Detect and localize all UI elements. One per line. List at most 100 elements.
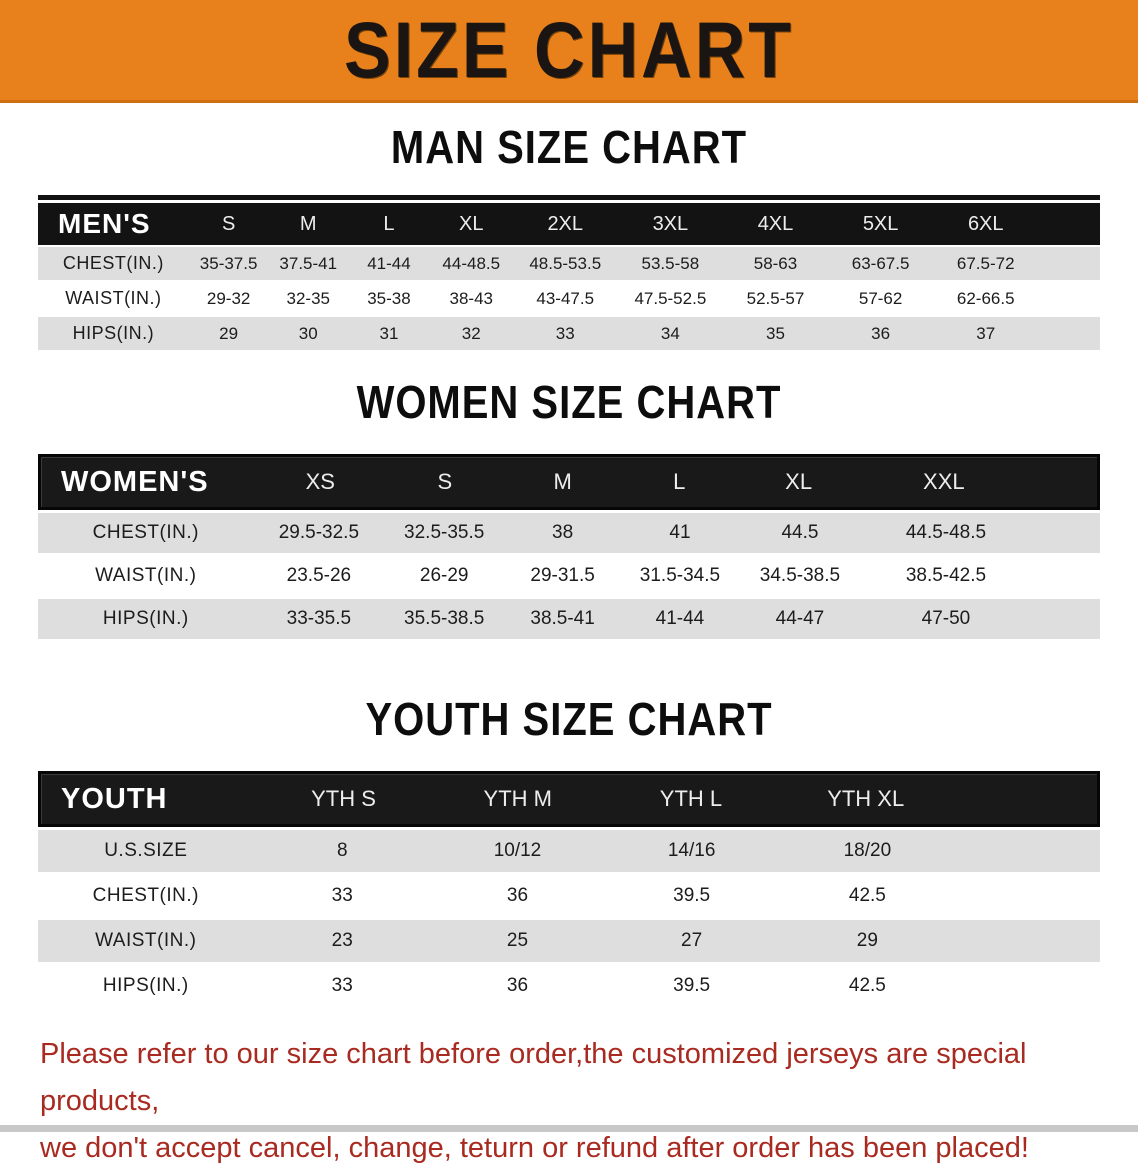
data-cell: 31.5-34.5 [639, 565, 721, 586]
size-column-header: S [221, 212, 236, 235]
data-cell: 29.5-32.5 [278, 522, 360, 543]
data-cell: 23.5-26 [286, 565, 352, 586]
table-header-label: MEN'S [58, 208, 151, 239]
data-cell: 10/12 [493, 840, 542, 861]
bottom-edge-strip [0, 1125, 1138, 1132]
youth-size-chart-heading-text: YOUTH SIZE CHART [365, 694, 773, 746]
size-column-header: XL [459, 212, 484, 235]
data-cell: 38.5-41 [530, 608, 595, 629]
data-cell: 42.5 [848, 975, 886, 996]
women-size-table: WOMEN'S XS S M L XL XXL CHEST(IN.) 29.5-32.5 32.5… [38, 454, 1100, 639]
size-column-header: XL [785, 469, 813, 494]
table-row: WAIST(IN.) 29-32 32-35 35-38 38-43 43-47.5 47.… [38, 282, 1100, 315]
data-cell: 41-44 [367, 253, 411, 273]
youth-size-table: YOUTH YTH S YTH M YTH L YTH XL U.S.SIZE 8 10/12… [38, 771, 1100, 1007]
size-column-header: 4XL [757, 212, 794, 235]
data-cell: 18/20 [843, 840, 892, 861]
data-cell: 33-35.5 [286, 608, 352, 629]
man-size-chart-heading-text: MAN SIZE CHART [390, 122, 748, 174]
data-cell: 37.5-41 [279, 253, 338, 273]
table-header-row: YOUTH YTH S YTH M YTH L YTH XL [38, 771, 1100, 827]
size-column-header: 6XL [967, 212, 1004, 235]
data-cell: 44-48.5 [442, 253, 501, 273]
table-row: WAIST(IN.) 23 25 27 29 [38, 920, 1100, 962]
data-cell: 67.5-72 [956, 253, 1015, 273]
table-row: CHEST(IN.) 29.5-32.5 32.5-35.5 38 41 44.5 44.5… [38, 513, 1100, 553]
table-row: WAIST(IN.) 23.5-26 26-29 29-31.5 31.5-34.5 34… [38, 556, 1100, 596]
data-cell: 62-66.5 [956, 288, 1015, 308]
size-column-header: YTH L [659, 786, 723, 811]
data-cell: 35-37.5 [199, 253, 258, 273]
size-column-header: L [673, 469, 686, 494]
women-size-chart-heading-text: WOMEN SIZE CHART [356, 377, 782, 429]
data-cell: 41 [669, 522, 691, 543]
data-cell: 32-35 [286, 288, 330, 308]
size-column-header: S [437, 469, 453, 494]
data-cell: 35-38 [367, 288, 411, 308]
youth-size-chart-heading: YOUTH SIZE CHART [0, 695, 1138, 746]
data-cell: 48.5-53.5 [529, 253, 602, 273]
women-size-chart-heading: WOMEN SIZE CHART [0, 378, 1138, 429]
row-label: HIPS(IN.) [102, 608, 189, 629]
man-size-chart-heading: MAN SIZE CHART [0, 123, 1138, 174]
row-label: WAIST(IN.) [95, 930, 197, 951]
data-cell: 33 [331, 975, 353, 996]
row-label: CHEST(IN.) [62, 253, 164, 273]
data-cell: 44-47 [775, 608, 825, 629]
data-cell: 33 [555, 323, 575, 343]
data-cell: 36 [506, 975, 529, 996]
table-header-label: WOMEN'S [61, 465, 209, 498]
row-label: WAIST(IN.) [65, 288, 162, 308]
data-cell: 44.5-48.5 [905, 522, 987, 543]
data-cell: 34.5-38.5 [759, 565, 841, 586]
size-column-header: YTH XL [827, 786, 905, 811]
data-cell: 8 [336, 840, 348, 861]
row-label: CHEST(IN.) [92, 522, 199, 543]
size-column-header: XXL [923, 469, 965, 494]
size-column-header: M [299, 212, 317, 235]
table-header-label: YOUTH [61, 782, 168, 815]
data-cell: 23 [331, 930, 353, 951]
table-row: HIPS(IN.) 29 30 31 32 33 34 35 36 37 [38, 317, 1100, 350]
data-cell: 63-67.5 [851, 253, 910, 273]
data-cell: 31 [379, 323, 399, 343]
data-cell: 52.5-57 [746, 288, 805, 308]
table-row: CHEST(IN.) 33 36 39.5 42.5 [38, 875, 1100, 917]
data-cell: 29 [856, 930, 878, 951]
row-label: CHEST(IN.) [92, 885, 199, 906]
data-cell: 32 [461, 323, 481, 343]
row-label: HIPS(IN.) [72, 323, 155, 343]
data-cell: 26-29 [419, 565, 469, 586]
data-cell: 47.5-52.5 [634, 288, 707, 308]
data-cell: 38.5-42.5 [905, 565, 987, 586]
row-label: WAIST(IN.) [95, 565, 197, 586]
data-cell: 42.5 [848, 885, 886, 906]
data-cell: 35 [766, 323, 785, 343]
data-cell: 34 [660, 323, 680, 343]
size-column-header: 5XL [862, 212, 899, 235]
data-cell: 38-43 [449, 288, 493, 308]
size-column-header: 2XL [547, 212, 584, 235]
disclaimer: Please refer to our size chart before or… [40, 1031, 1118, 1172]
size-column-header: M [553, 469, 572, 494]
size-column-header: YTH S [311, 786, 376, 811]
table-row: HIPS(IN.) 33-35.5 35.5-38.5 38.5-41 41-44 44-… [38, 599, 1100, 639]
row-label: HIPS(IN.) [102, 975, 189, 996]
data-cell: 33 [331, 885, 353, 906]
data-cell: 36 [506, 885, 529, 906]
data-cell: 27 [681, 930, 703, 951]
data-cell: 37 [976, 323, 996, 343]
size-column-header: 3XL [652, 212, 689, 235]
size-column-header: YTH M [483, 786, 552, 811]
table-header-row: MEN'S S M L XL 2XL 3XL 4XL 5XL 6XL [38, 203, 1100, 245]
data-cell: 29 [219, 323, 239, 343]
data-cell: 53.5-58 [641, 253, 700, 273]
data-cell: 36 [871, 323, 891, 343]
table-row: HIPS(IN.) 33 36 39.5 42.5 [38, 965, 1100, 1007]
table-row: CHEST(IN.) 35-37.5 37.5-41 41-44 44-48.5 48.5… [38, 247, 1100, 280]
data-cell: 47-50 [921, 608, 971, 629]
data-cell: 44.5 [781, 522, 819, 543]
disclaimer-line-1: Please refer to our size chart before or… [40, 1038, 1027, 1117]
table-header-row: WOMEN'S XS S M L XL XXL [38, 454, 1100, 510]
data-cell: 35.5-38.5 [404, 608, 485, 629]
